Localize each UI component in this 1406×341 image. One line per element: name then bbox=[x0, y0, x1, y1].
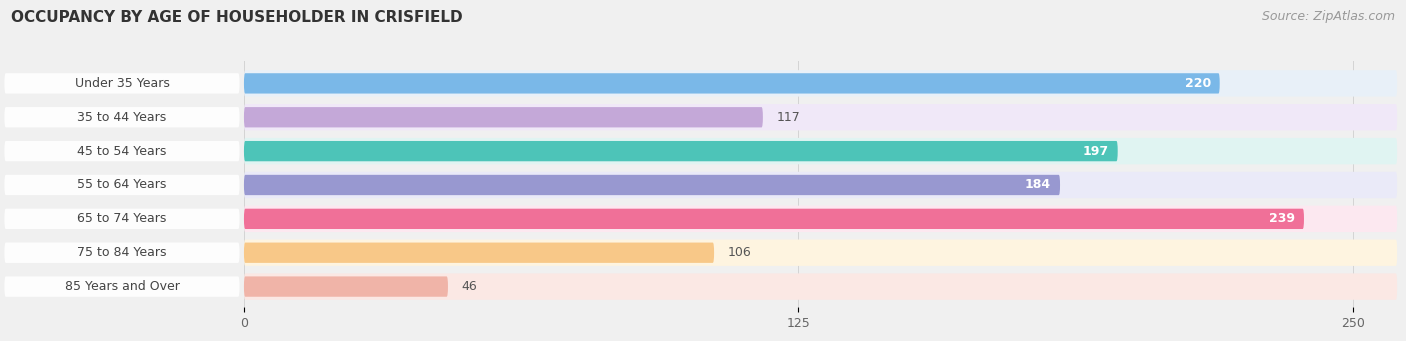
FancyBboxPatch shape bbox=[245, 277, 449, 297]
Text: 55 to 64 Years: 55 to 64 Years bbox=[77, 178, 167, 192]
Text: 85 Years and Over: 85 Years and Over bbox=[65, 280, 180, 293]
FancyBboxPatch shape bbox=[4, 107, 239, 128]
FancyBboxPatch shape bbox=[4, 242, 239, 263]
FancyBboxPatch shape bbox=[245, 104, 1398, 131]
FancyBboxPatch shape bbox=[245, 172, 1398, 198]
Text: 239: 239 bbox=[1270, 212, 1295, 225]
Text: 45 to 54 Years: 45 to 54 Years bbox=[77, 145, 167, 158]
Text: 75 to 84 Years: 75 to 84 Years bbox=[77, 246, 167, 259]
Text: 35 to 44 Years: 35 to 44 Years bbox=[77, 111, 166, 124]
Text: Source: ZipAtlas.com: Source: ZipAtlas.com bbox=[1261, 10, 1395, 23]
Text: 220: 220 bbox=[1185, 77, 1211, 90]
FancyBboxPatch shape bbox=[245, 107, 763, 128]
FancyBboxPatch shape bbox=[245, 73, 1220, 93]
FancyBboxPatch shape bbox=[4, 277, 239, 297]
Text: 46: 46 bbox=[461, 280, 477, 293]
FancyBboxPatch shape bbox=[245, 141, 1118, 161]
FancyBboxPatch shape bbox=[245, 273, 1398, 300]
Text: OCCUPANCY BY AGE OF HOUSEHOLDER IN CRISFIELD: OCCUPANCY BY AGE OF HOUSEHOLDER IN CRISF… bbox=[11, 10, 463, 25]
FancyBboxPatch shape bbox=[4, 175, 239, 195]
FancyBboxPatch shape bbox=[245, 138, 1398, 164]
Text: 65 to 74 Years: 65 to 74 Years bbox=[77, 212, 167, 225]
FancyBboxPatch shape bbox=[245, 206, 1398, 232]
FancyBboxPatch shape bbox=[4, 209, 239, 229]
FancyBboxPatch shape bbox=[4, 73, 239, 93]
FancyBboxPatch shape bbox=[245, 175, 1060, 195]
FancyBboxPatch shape bbox=[245, 70, 1398, 97]
FancyBboxPatch shape bbox=[245, 209, 1303, 229]
FancyBboxPatch shape bbox=[4, 141, 239, 161]
Text: 117: 117 bbox=[776, 111, 800, 124]
Text: 106: 106 bbox=[727, 246, 751, 259]
FancyBboxPatch shape bbox=[245, 242, 714, 263]
Text: 184: 184 bbox=[1025, 178, 1052, 192]
Text: Under 35 Years: Under 35 Years bbox=[75, 77, 169, 90]
FancyBboxPatch shape bbox=[245, 239, 1398, 266]
Text: 197: 197 bbox=[1083, 145, 1109, 158]
